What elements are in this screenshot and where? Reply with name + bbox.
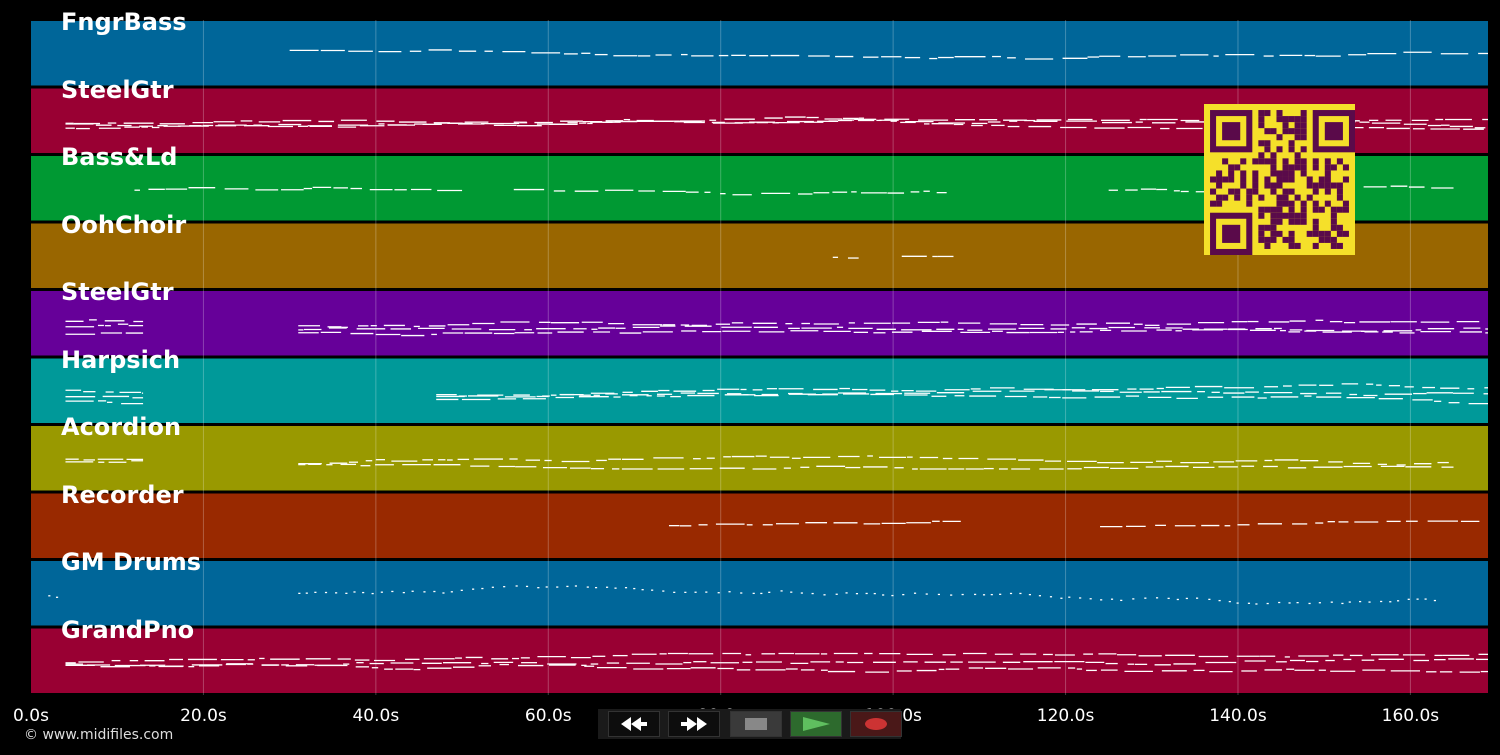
fast-forward-button[interactable]	[668, 711, 720, 737]
track-label: Recorder	[61, 480, 184, 509]
tick-label: 120.0s	[1036, 706, 1095, 726]
tick-label: 40.0s	[352, 706, 400, 726]
rewind-icon	[621, 717, 647, 731]
tick-label: 0.0s	[13, 706, 49, 726]
track-label: OohChoir	[61, 210, 187, 239]
track-lane	[31, 561, 1488, 626]
track-label: Acordion	[61, 413, 182, 441]
qr-code	[1204, 104, 1355, 255]
tick-label: 20.0s	[180, 706, 227, 726]
track-notes	[65, 652, 1488, 673]
track-label: GrandPno	[61, 615, 195, 644]
track-label: Harpsich	[61, 345, 181, 374]
play-icon	[803, 717, 830, 731]
transport-controls	[598, 709, 902, 739]
track-notes	[65, 383, 1488, 405]
track-notes	[289, 49, 1488, 60]
track-label: Bass&Ld	[61, 143, 178, 171]
track-notes	[65, 455, 1454, 470]
track-notes	[668, 520, 1480, 528]
record-icon	[865, 718, 887, 730]
track-label: GM Drums	[61, 548, 202, 576]
track-notes	[65, 319, 1488, 337]
track-notes	[832, 255, 954, 259]
record-button[interactable]	[850, 711, 902, 737]
piano-roll	[31, 20, 1488, 695]
play-button[interactable]	[790, 711, 842, 737]
track-lane	[31, 628, 1488, 693]
track-lane	[31, 358, 1488, 423]
track-lane	[31, 426, 1488, 491]
track-lane	[31, 21, 1488, 86]
stop-button[interactable]	[730, 711, 782, 737]
fast-forward-icon	[681, 717, 707, 731]
tick-label: 60.0s	[524, 706, 572, 726]
track-label: SteelGtr	[61, 75, 174, 104]
copyright-text: © www.midifiles.com	[24, 727, 174, 743]
rewind-button[interactable]	[608, 711, 660, 737]
stop-icon	[745, 718, 767, 730]
track-label: SteelGtr	[61, 278, 174, 306]
tick-label: 140.0s	[1209, 706, 1267, 726]
track-label: FngrBass	[61, 8, 187, 36]
track-lane	[31, 493, 1488, 558]
track-notes	[48, 585, 1436, 605]
tick-label: 160.0s	[1381, 706, 1440, 726]
